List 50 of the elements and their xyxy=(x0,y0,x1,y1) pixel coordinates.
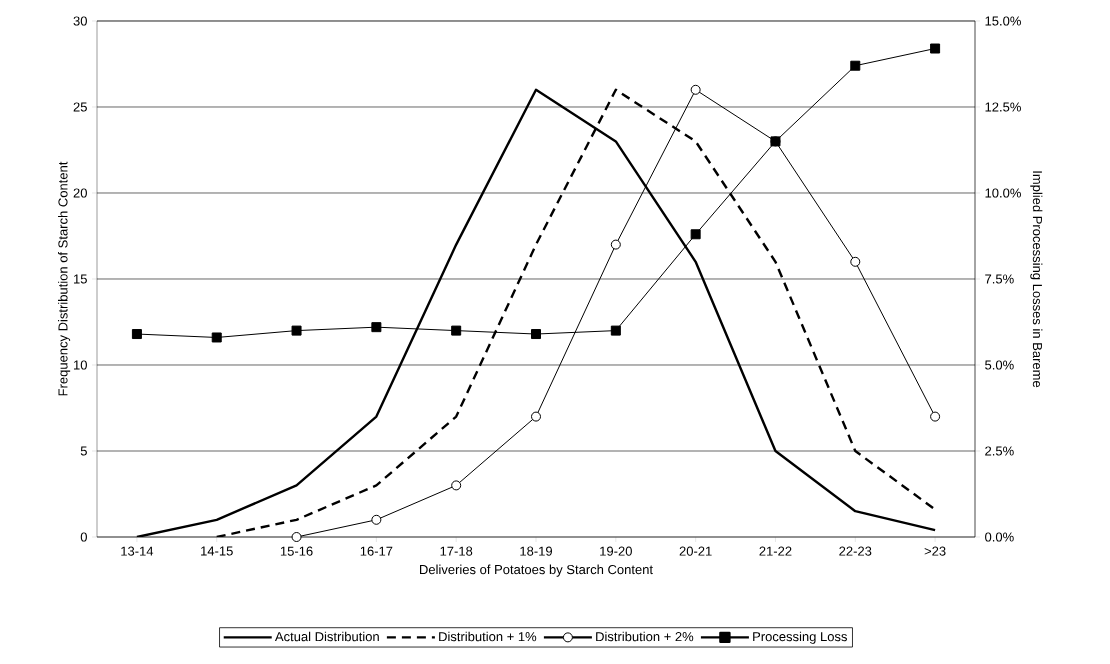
y2-tick-label: 12.5% xyxy=(985,102,1021,112)
point xyxy=(531,329,542,340)
y-tick-label: 20 xyxy=(73,188,87,198)
y-tick-label: 30 xyxy=(73,16,87,26)
y2-tick-label: 5.0% xyxy=(985,360,1014,370)
point xyxy=(690,84,701,95)
point xyxy=(451,480,462,491)
x-tick-label: 18-19 xyxy=(520,546,552,556)
point xyxy=(610,325,621,336)
point xyxy=(531,411,542,422)
point xyxy=(930,411,941,422)
legend-label: Processing Loss xyxy=(753,631,847,644)
x-tick-label: >23 xyxy=(924,546,946,556)
y2-axis-title: Implied Processing Losses in Bareme xyxy=(1030,171,1043,388)
x-tick-label: 21-22 xyxy=(759,546,792,556)
x-tick-label: 14-15 xyxy=(201,546,233,556)
point xyxy=(371,322,382,333)
y2-tick-label: 7.5% xyxy=(985,274,1014,284)
x-tick-label: 19-20 xyxy=(600,546,632,556)
y-tick-label: 10 xyxy=(73,360,87,370)
x-tick-label: 16-17 xyxy=(360,546,393,556)
point xyxy=(610,239,621,250)
x-tick-label: 15-16 xyxy=(280,546,313,556)
point xyxy=(291,532,302,542)
y2-tick-label: 10.0% xyxy=(985,188,1021,198)
y-tick-label: 5 xyxy=(80,446,87,456)
x-tick-label: 13-14 xyxy=(121,546,154,556)
point xyxy=(131,329,142,340)
y2-tick-label: 15.0% xyxy=(985,16,1021,26)
point xyxy=(451,325,462,336)
legend-label: Distribution + 1% xyxy=(439,631,537,642)
point xyxy=(850,256,861,267)
y-tick-label: 25 xyxy=(73,102,87,112)
x-tick-label: 17-18 xyxy=(440,546,473,556)
y-tick-label: 15 xyxy=(73,274,87,284)
legend-label: Distribution + 2% xyxy=(596,631,694,642)
point xyxy=(930,43,941,54)
point xyxy=(850,60,861,71)
x-tick-label: 22-23 xyxy=(839,546,872,556)
y2-tick-label: 2.5% xyxy=(985,446,1014,456)
point xyxy=(291,325,302,336)
y-tick-label: 0 xyxy=(80,532,87,542)
legend-label: Actual Distribution xyxy=(274,631,379,642)
point xyxy=(371,514,382,525)
x-axis-title: Deliveries of Potatoes by Starch Content xyxy=(420,564,653,577)
y2-tick-label: 0.0% xyxy=(985,532,1014,542)
x-tick-label: 20-21 xyxy=(679,546,712,556)
point xyxy=(690,229,701,240)
y-axis-title: Frequency Distribution of Starch Content xyxy=(58,161,71,396)
point xyxy=(211,332,222,343)
